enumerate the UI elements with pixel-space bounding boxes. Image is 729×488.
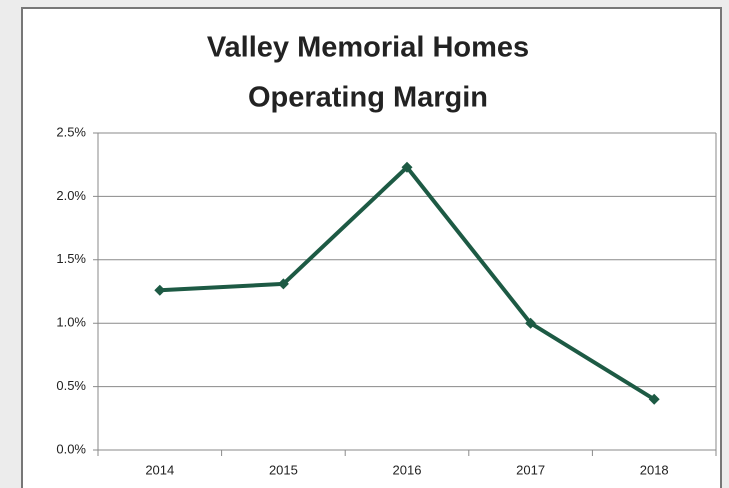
y-tick-label: 1.0% <box>56 315 86 330</box>
x-tick-label: 2016 <box>393 462 422 477</box>
x-tick-label: 2017 <box>516 462 545 477</box>
x-tick-label: 2018 <box>640 462 669 477</box>
x-tick-label: 2015 <box>269 462 298 477</box>
point-marker <box>648 393 660 405</box>
y-tick-label: 2.0% <box>56 188 86 203</box>
chart-title: Valley Memorial Homes <box>207 32 529 64</box>
y-tick-label: 2.5% <box>56 124 86 139</box>
point-marker <box>277 278 289 290</box>
chart-frame <box>21 7 722 488</box>
y-tick-label: 0.0% <box>56 441 86 456</box>
y-tick-label: 0.5% <box>56 378 86 393</box>
point-marker <box>154 284 166 296</box>
x-tick-label: 2014 <box>145 462 174 477</box>
y-tick-label: 1.5% <box>56 251 86 266</box>
chart-title: Operating Margin <box>248 82 488 114</box>
point-marker <box>401 161 413 173</box>
point-marker <box>525 317 537 329</box>
